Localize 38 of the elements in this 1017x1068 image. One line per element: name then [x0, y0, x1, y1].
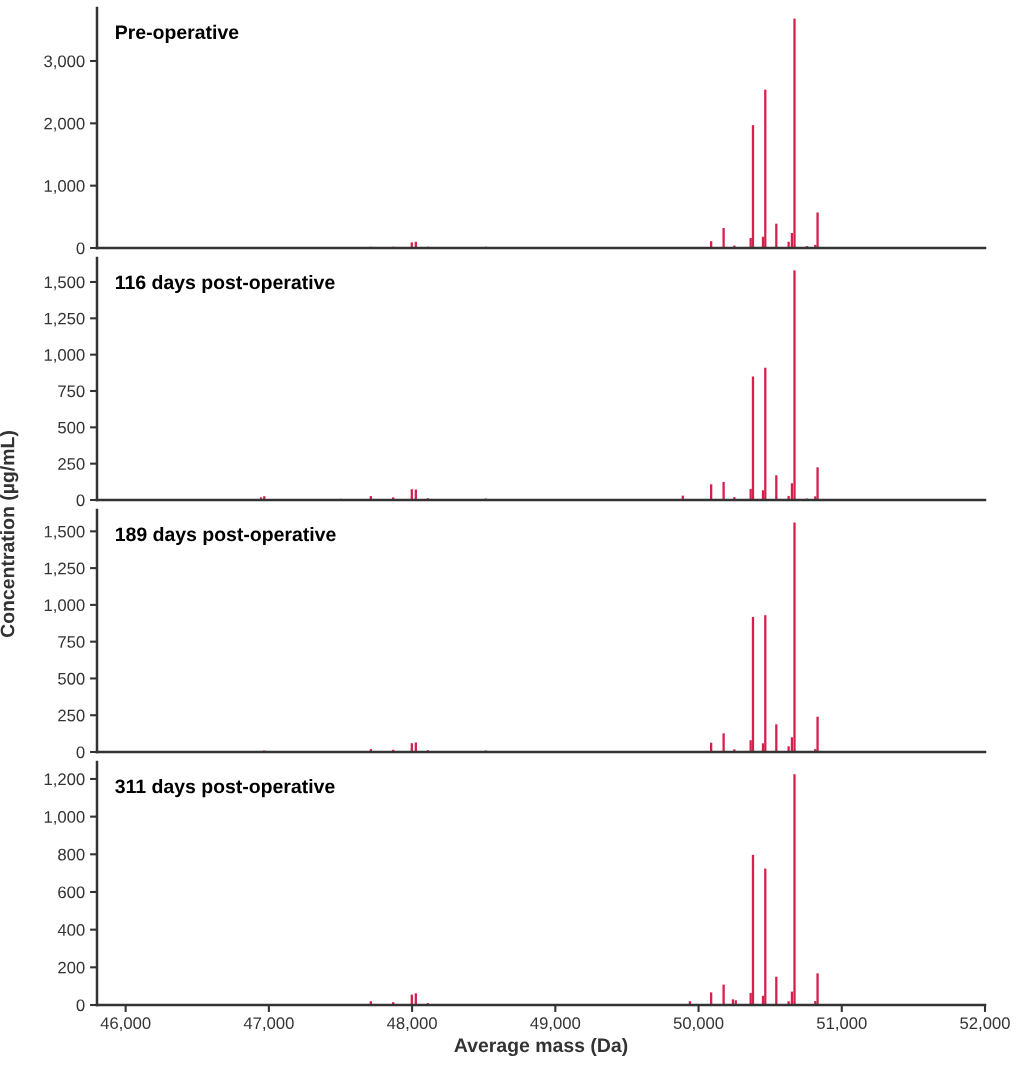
y-tick-label: 0 — [76, 242, 85, 255]
y-tick-label: 0 — [76, 746, 85, 759]
y-tick-label: 250 — [58, 709, 85, 722]
y-tick-label: 1,250 — [44, 562, 85, 577]
x-tick-label: 51,000 — [816, 1017, 867, 1032]
y-tick-label: 1,500 — [44, 276, 85, 291]
y-tick-label: 600 — [58, 886, 85, 899]
y-tick-label: 0 — [76, 999, 85, 1012]
text: 116 days post-operative — [115, 274, 335, 294]
y-tick-label: 1,200 — [44, 773, 85, 788]
y-tick-label: 1,000 — [44, 349, 85, 363]
y-tick-label: 1,000 — [44, 180, 85, 194]
y-tick-label: 500 — [58, 421, 85, 434]
x-tick-label: 46,000 — [100, 1017, 151, 1032]
text: Pre-operative — [116, 24, 239, 43]
x-tick-label: 50,000 — [673, 1017, 724, 1032]
x-tick-label: 47,000 — [243, 1017, 294, 1032]
y-axis-title: Concentration (µg/mL) — [0, 431, 19, 638]
x-tick-label: 49,000 — [530, 1017, 581, 1032]
y-tick-label: 1,250 — [44, 312, 85, 327]
x-tick-label: 52,000 — [960, 1017, 1010, 1032]
y-tick-label: 400 — [57, 924, 85, 936]
x-axis-title: Average mass (Da) — [454, 1037, 628, 1057]
text: 311 days post-operative — [115, 779, 335, 798]
y-tick-label: 1,500 — [44, 525, 85, 540]
y-tick-label: 750 — [58, 385, 85, 398]
y-tick-label: 1,000 — [44, 599, 85, 614]
y-tick-label: 1,000 — [44, 811, 85, 825]
y-tick-label: 800 — [58, 848, 85, 861]
y-tick-label: 3,000 — [44, 55, 85, 70]
y-tick-label: 250 — [58, 458, 85, 470]
y-tick-label: 200 — [58, 961, 85, 974]
y-tick-label: 0 — [76, 494, 85, 507]
text: 189 days post-operative — [115, 526, 336, 546]
y-tick-label: 500 — [58, 672, 85, 685]
x-tick-label: 48,000 — [386, 1017, 437, 1032]
y-tick-label: 750 — [58, 636, 85, 648]
y-tick-label: 2,000 — [44, 117, 85, 132]
